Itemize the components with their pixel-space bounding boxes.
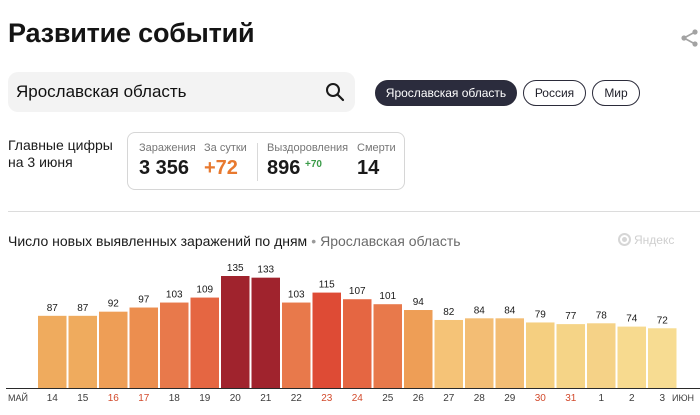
chart-title-text: Число новых выявленных заражений по дням: [8, 233, 308, 249]
bar-value-18: 103: [166, 290, 183, 301]
bar-19: [190, 297, 219, 388]
brand-label: Яндекс: [634, 233, 675, 247]
bar-18: [160, 302, 189, 388]
bar-value-25: 101: [379, 291, 396, 302]
summary-caption: Главные цифры на 3 июня: [8, 137, 113, 171]
bar-value-27: 82: [443, 307, 455, 318]
x-tick-22: 22: [291, 393, 303, 404]
bar-value-23: 115: [319, 280, 335, 291]
x-tick-29: 29: [504, 393, 516, 404]
daily-label: За сутки: [204, 142, 247, 154]
summary-caption-line2: на 3 июня: [8, 154, 73, 170]
x-tick-3: 3: [659, 393, 665, 404]
x-tick-26: 26: [413, 393, 425, 404]
chart-title-region: Ярославская область: [320, 233, 461, 249]
section-divider: [8, 211, 700, 212]
bar-value-3: 72: [657, 315, 669, 326]
bar-value-30: 79: [535, 309, 547, 320]
recovered-label: Выздоровления: [267, 142, 349, 154]
bar-20: [221, 276, 250, 388]
pill-russia[interactable]: Россия: [523, 80, 586, 106]
bar-30: [526, 322, 555, 388]
bar-value-16: 92: [108, 299, 120, 310]
x-tick-15: 15: [77, 393, 89, 404]
x-tick-18: 18: [169, 393, 181, 404]
x-tick-30: 30: [535, 393, 547, 404]
bar-value-14: 87: [47, 303, 59, 314]
bar-value-28: 84: [474, 305, 486, 316]
card-divider: [257, 143, 258, 181]
x-tick-28: 28: [474, 393, 486, 404]
bar-value-26: 94: [413, 297, 425, 308]
new-cases-bar-chart: 8714871592169717103181091913520133211032…: [6, 263, 700, 404]
bar-29: [495, 318, 524, 388]
bar-22: [282, 302, 311, 388]
x-tick-17: 17: [138, 393, 150, 404]
bar-21: [251, 277, 280, 388]
brand-watermark: Яндекс: [618, 233, 674, 247]
month-label-end: ИЮН: [672, 393, 694, 403]
bar-2: [617, 326, 646, 388]
recovered-delta: +70: [305, 159, 322, 170]
infected-value: 3 356: [139, 157, 190, 179]
deaths-value: 14: [357, 157, 380, 179]
pill-world[interactable]: Мир: [592, 80, 640, 106]
x-tick-31: 31: [565, 393, 577, 404]
x-tick-2: 2: [629, 393, 635, 404]
x-tick-23: 23: [321, 393, 333, 404]
search-icon[interactable]: [325, 82, 345, 102]
recovered-value: 896: [267, 157, 301, 179]
bar-1: [587, 323, 616, 388]
region-search: [8, 72, 355, 112]
bar-15: [68, 315, 97, 388]
bar-24: [343, 299, 372, 388]
bar-value-1: 78: [596, 310, 608, 321]
bar-value-22: 103: [288, 290, 305, 301]
bar-value-21: 133: [257, 265, 274, 276]
bar-value-19: 109: [196, 285, 213, 296]
x-tick-19: 19: [199, 393, 211, 404]
bar-value-29: 84: [504, 305, 516, 316]
x-tick-16: 16: [108, 393, 120, 404]
summary-caption-line1: Главные цифры: [8, 137, 113, 153]
bar-3: [648, 328, 677, 388]
bar-14: [38, 315, 67, 388]
bar-value-17: 97: [138, 295, 150, 306]
bar-25: [373, 304, 402, 388]
infected-label: Заражения: [139, 142, 196, 154]
x-tick-27: 27: [443, 393, 455, 404]
x-tick-24: 24: [352, 393, 364, 404]
yandex-logo-icon: [618, 233, 631, 246]
bar-16: [99, 311, 128, 388]
month-label-start: МАЙ: [8, 392, 28, 403]
x-tick-21: 21: [260, 393, 272, 404]
summary-card: Заражения 3 356 За сутки +72 Выздоровлен…: [127, 132, 405, 190]
bar-23: [312, 292, 341, 388]
deaths-label: Смерти: [357, 142, 396, 154]
x-tick-25: 25: [382, 393, 394, 404]
pill-yaroslavl-region[interactable]: Ярославская область: [375, 80, 517, 106]
x-tick-1: 1: [598, 393, 604, 404]
bar-value-31: 77: [565, 311, 577, 322]
daily-value: +72: [204, 157, 238, 179]
bar-28: [465, 318, 494, 388]
x-tick-20: 20: [230, 393, 242, 404]
bar-value-2: 74: [626, 314, 638, 325]
bar-value-15: 87: [77, 303, 89, 314]
bar-26: [404, 310, 433, 388]
bar-31: [556, 324, 585, 388]
bar-value-20: 135: [227, 263, 244, 274]
bar-value-24: 107: [349, 286, 366, 297]
bar-17: [129, 307, 158, 388]
bar-27: [434, 319, 463, 388]
x-tick-14: 14: [47, 393, 59, 404]
search-input[interactable]: [16, 72, 316, 112]
share-icon[interactable]: [680, 28, 700, 48]
chart-title: Число новых выявленных заражений по дням…: [8, 233, 461, 249]
page-title: Развитие событий: [8, 18, 255, 48]
chart-title-separator: •: [311, 233, 317, 249]
